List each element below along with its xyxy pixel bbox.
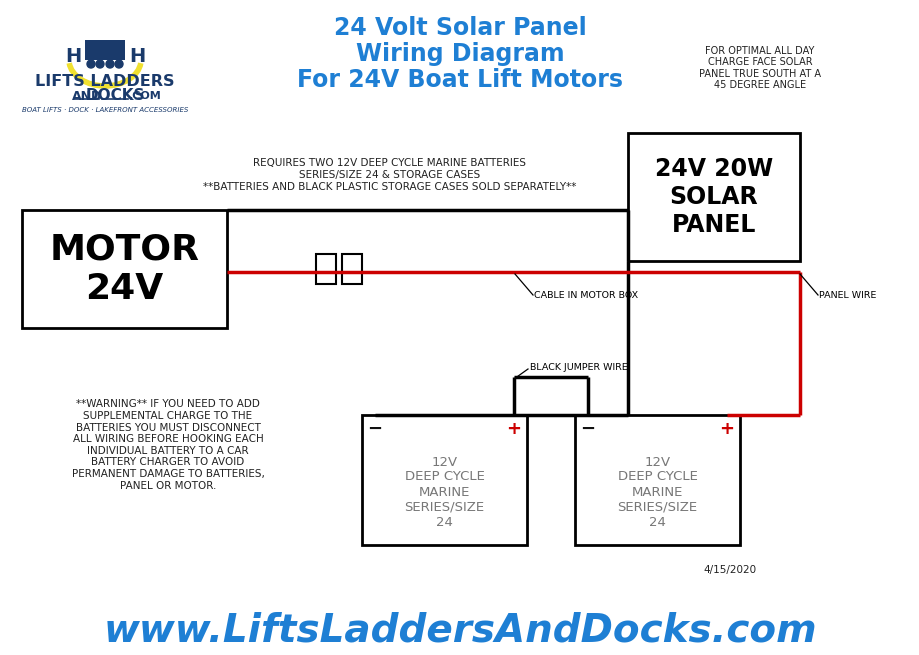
Text: LIFTS LADDERS: LIFTS LADDERS [35,75,175,90]
Text: www.LiftsLaddersAndDocks.com: www.LiftsLaddersAndDocks.com [103,611,816,649]
Bar [574,415,739,545]
Circle shape [106,60,114,68]
Text: PANEL WIRE: PANEL WIRE [818,291,876,299]
Bar [22,210,227,328]
Bar [315,254,335,284]
Text: 24 Volt Solar Panel: 24 Volt Solar Panel [334,16,585,40]
Bar [361,415,527,545]
Text: −: − [367,420,382,438]
Text: −: − [580,420,595,438]
Bar [85,40,125,60]
Text: AND: AND [72,90,102,102]
Text: Wiring Diagram: Wiring Diagram [356,42,563,66]
Text: FOR OPTIMAL ALL DAY
CHARGE FACE SOLAR
PANEL TRUE SOUTH AT A
45 DEGREE ANGLE: FOR OPTIMAL ALL DAY CHARGE FACE SOLAR PA… [698,46,820,90]
Bar [342,254,361,284]
Text: H: H [129,47,145,66]
Bar [628,133,800,261]
Text: H: H [65,47,81,66]
Text: **WARNING** IF YOU NEED TO ADD
SUPPLEMENTAL CHARGE TO THE
BATTERIES YOU MUST DIS: **WARNING** IF YOU NEED TO ADD SUPPLEMEN… [72,400,264,491]
Circle shape [96,60,104,68]
Text: DOCKS: DOCKS [85,88,144,103]
Text: REQUIRES TWO 12V DEEP CYCLE MARINE BATTERIES
SERIES/SIZE 24 & STORAGE CASES
**BA: REQUIRES TWO 12V DEEP CYCLE MARINE BATTE… [203,159,576,192]
Text: CABLE IN MOTOR BOX: CABLE IN MOTOR BOX [533,291,638,299]
Text: 4/15/2020: 4/15/2020 [703,565,755,575]
Text: BLACK JUMPER WIRE: BLACK JUMPER WIRE [529,364,627,373]
Text: .COM: .COM [129,91,161,101]
Text: For 24V Boat Lift Motors: For 24V Boat Lift Motors [297,68,622,92]
Circle shape [115,60,123,68]
Text: 12V
DEEP CYCLE
MARINE
SERIES/SIZE
24: 12V DEEP CYCLE MARINE SERIES/SIZE 24 [404,455,484,529]
Text: 12V
DEEP CYCLE
MARINE
SERIES/SIZE
24: 12V DEEP CYCLE MARINE SERIES/SIZE 24 [617,455,697,529]
Text: 24V 20W
SOLAR
PANEL: 24V 20W SOLAR PANEL [654,157,772,237]
Text: BOAT LIFTS · DOCK · LAKEFRONT ACCESSORIES: BOAT LIFTS · DOCK · LAKEFRONT ACCESSORIE… [22,107,188,113]
Text: +: + [506,420,521,438]
Text: +: + [719,420,733,438]
Circle shape [87,60,95,68]
Text: MOTOR
24V: MOTOR 24V [50,233,199,306]
